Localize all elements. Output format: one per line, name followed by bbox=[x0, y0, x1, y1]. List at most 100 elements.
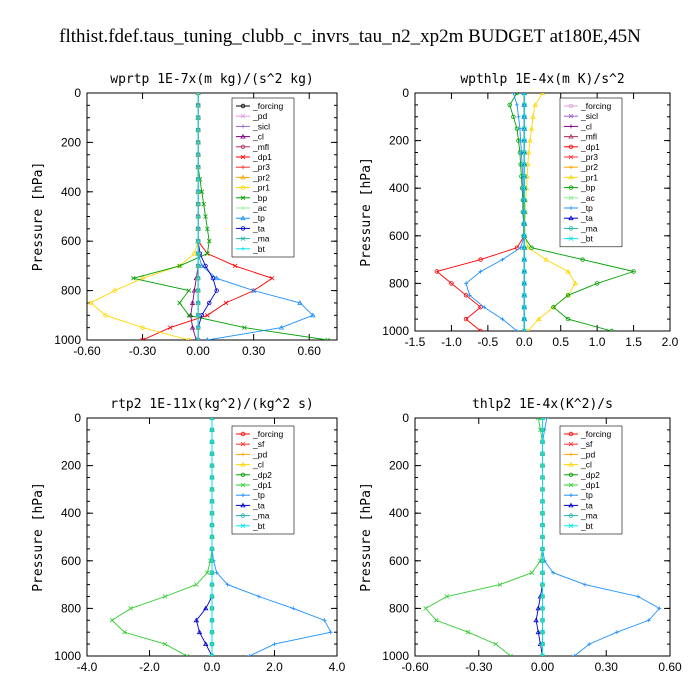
data-point bbox=[209, 534, 215, 540]
data-point bbox=[207, 300, 212, 306]
legend-entry: _forcing bbox=[252, 429, 284, 439]
data-point bbox=[540, 606, 545, 611]
data-point bbox=[189, 324, 196, 330]
data-point bbox=[196, 177, 201, 182]
legend-marker bbox=[568, 461, 574, 467]
data-point bbox=[196, 93, 201, 95]
data-point bbox=[186, 313, 192, 318]
data-point bbox=[522, 281, 527, 286]
data-point bbox=[478, 328, 483, 331]
x-tick-label: 4.0 bbox=[329, 660, 346, 674]
series-pr1 bbox=[88, 93, 201, 340]
data-point bbox=[209, 594, 215, 599]
data-point bbox=[540, 582, 545, 587]
data-point bbox=[518, 245, 523, 250]
data-point bbox=[525, 244, 531, 250]
series-line bbox=[424, 418, 543, 656]
x-tick-label: -0.60 bbox=[73, 344, 101, 358]
data-point bbox=[242, 325, 247, 330]
legend-entry: _bt bbox=[252, 244, 265, 254]
legend-entry: _sicl bbox=[252, 121, 270, 131]
legend-marker bbox=[240, 174, 246, 180]
legend-marker bbox=[568, 133, 574, 139]
data-point bbox=[162, 641, 168, 647]
data-point bbox=[522, 162, 527, 167]
data-point bbox=[511, 114, 516, 119]
data-point bbox=[478, 269, 483, 274]
data-point bbox=[203, 263, 208, 269]
data-point bbox=[536, 316, 542, 321]
y-tick-label: 200 bbox=[389, 134, 409, 148]
data-point bbox=[194, 582, 199, 587]
data-point bbox=[131, 275, 136, 281]
legend-entry: _ma bbox=[580, 511, 598, 521]
data-point bbox=[140, 325, 145, 330]
data-point bbox=[196, 263, 201, 268]
data-point bbox=[225, 582, 230, 587]
legend-marker bbox=[568, 103, 574, 109]
panel-2: wpthlp 1E-4x(m K)/s^2 Pressure [hPa] 0 200 4… bbox=[359, 72, 679, 349]
legend-entry: _dp1 bbox=[252, 480, 272, 490]
data-point bbox=[530, 113, 536, 119]
legend-entry: _dp1 bbox=[252, 152, 272, 162]
y-tick-label: 200 bbox=[61, 135, 81, 149]
data-point bbox=[322, 618, 327, 623]
y-tick-label: 1000 bbox=[382, 649, 409, 663]
data-point bbox=[310, 312, 316, 318]
legend-marker bbox=[241, 124, 245, 129]
legend-marker bbox=[569, 165, 573, 170]
y-tick-label: 800 bbox=[61, 601, 81, 615]
legend-marker bbox=[240, 215, 246, 221]
legend-entry: _bt bbox=[580, 521, 593, 531]
y-tick-label: 1000 bbox=[54, 333, 81, 347]
data-point bbox=[522, 245, 527, 250]
data-point bbox=[88, 300, 93, 306]
data-point bbox=[209, 606, 215, 611]
data-point bbox=[193, 617, 200, 623]
legend-marker bbox=[568, 185, 574, 190]
x-tick-label: -0.5 bbox=[478, 335, 499, 349]
data-point bbox=[522, 269, 527, 274]
data-point bbox=[210, 653, 214, 656]
y-tick-label: 800 bbox=[61, 284, 81, 298]
legend-marker bbox=[240, 236, 246, 241]
data-point bbox=[205, 570, 210, 575]
y-axis-label: Pressure [hPa] bbox=[359, 482, 374, 592]
legend-entry: _ma bbox=[580, 223, 598, 233]
data-point bbox=[272, 642, 277, 647]
series-bt bbox=[196, 93, 201, 340]
legend-entry: _tp bbox=[580, 203, 593, 213]
x-tick-label: -1.5 bbox=[405, 335, 426, 349]
data-point bbox=[209, 582, 215, 587]
data-point bbox=[525, 149, 532, 155]
data-point bbox=[214, 288, 219, 293]
legend-entry: _pr2 bbox=[580, 162, 598, 172]
data-point bbox=[444, 594, 450, 599]
data-point bbox=[203, 214, 208, 219]
data-point bbox=[522, 138, 527, 143]
legend-entry: _cl bbox=[580, 121, 592, 131]
data-point bbox=[196, 115, 201, 120]
legend: _forcing_sicl_cl_mfl_dp1_pr3_pr2_pr1_bp_… bbox=[559, 97, 623, 248]
data-point bbox=[540, 475, 545, 480]
x-tick-label: -0.60 bbox=[401, 660, 429, 674]
y-tick-label: 800 bbox=[389, 276, 409, 290]
data-point bbox=[540, 534, 545, 540]
x-tick-label: -4.0 bbox=[77, 660, 98, 674]
data-point bbox=[543, 256, 549, 262]
legend-entry: _ta bbox=[580, 213, 593, 223]
y-axis-label: Pressure [hPa] bbox=[31, 162, 46, 272]
data-point bbox=[551, 570, 556, 575]
legend-marker bbox=[568, 174, 574, 180]
data-point bbox=[449, 281, 454, 286]
y-axis-label: Pressure [hPa] bbox=[359, 157, 374, 267]
data-point bbox=[205, 337, 209, 340]
legend-marker bbox=[568, 482, 574, 488]
legend-entry: _bt bbox=[580, 234, 593, 244]
data-point bbox=[210, 276, 216, 281]
legend-entry: _ta bbox=[580, 500, 593, 510]
legend-entry: _dp1 bbox=[580, 142, 600, 152]
legend-marker bbox=[240, 226, 246, 231]
legend-marker bbox=[241, 165, 245, 170]
legend-entry: _dp2 bbox=[580, 470, 600, 480]
